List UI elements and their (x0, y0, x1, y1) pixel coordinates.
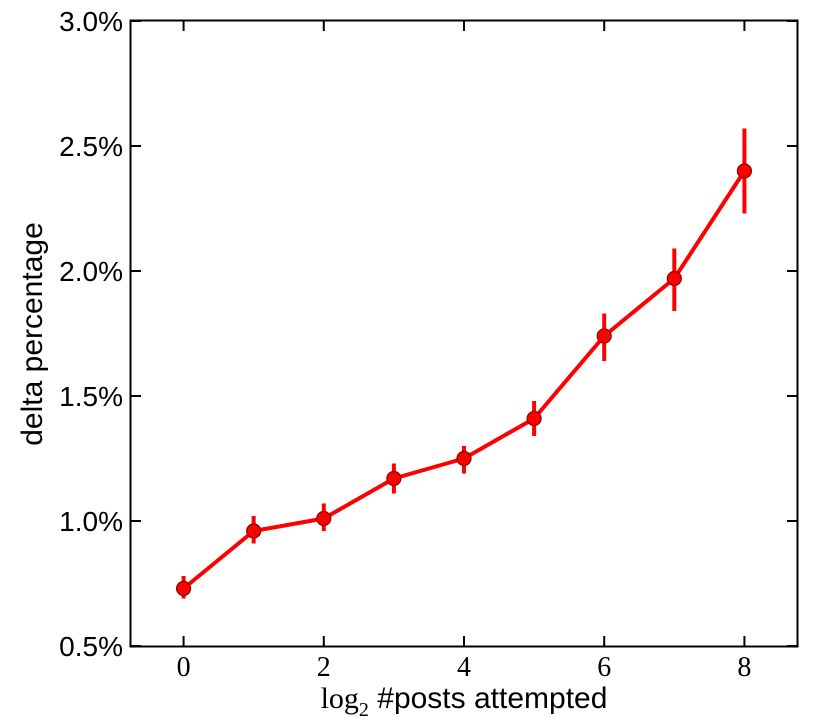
y-axis-title: delta percentage (16, 222, 49, 446)
data-point (316, 510, 332, 527)
axes: 0.5% 1.0% 1.5% 2.0% 2.5% 3.0% 0 2 4 6 8 (59, 6, 797, 683)
y-tick-label: 0.5% (59, 631, 123, 662)
plot-frame (129, 19, 799, 648)
data-point (386, 470, 402, 487)
plot-area (175, 128, 753, 599)
data-point (456, 450, 472, 467)
x-axis-title-rest: #posts attempted (369, 682, 607, 715)
data-point (736, 163, 753, 179)
y-tick-label: 3.0% (59, 6, 123, 37)
x-axis-title-base: 2 (359, 699, 369, 721)
y-tick-label: 1.5% (59, 381, 123, 412)
data-point (175, 580, 192, 597)
y-tick-label: 2.0% (59, 256, 123, 287)
y-tick-label: 2.5% (59, 131, 123, 162)
data-point (596, 328, 612, 344)
data-point (526, 410, 542, 427)
x-axis-title-log: log (321, 682, 359, 715)
data-point (666, 270, 682, 287)
x-tick-label: 4 (457, 652, 471, 683)
x-tick-label: 0 (177, 652, 191, 683)
x-axis-title: log2 #posts attempted (321, 682, 608, 721)
data-point (246, 523, 262, 539)
x-tick-label: 6 (597, 652, 611, 683)
x-tick-label: 8 (737, 652, 751, 683)
x-tick-label: 2 (317, 652, 331, 683)
y-tick-label: 1.0% (59, 506, 123, 537)
